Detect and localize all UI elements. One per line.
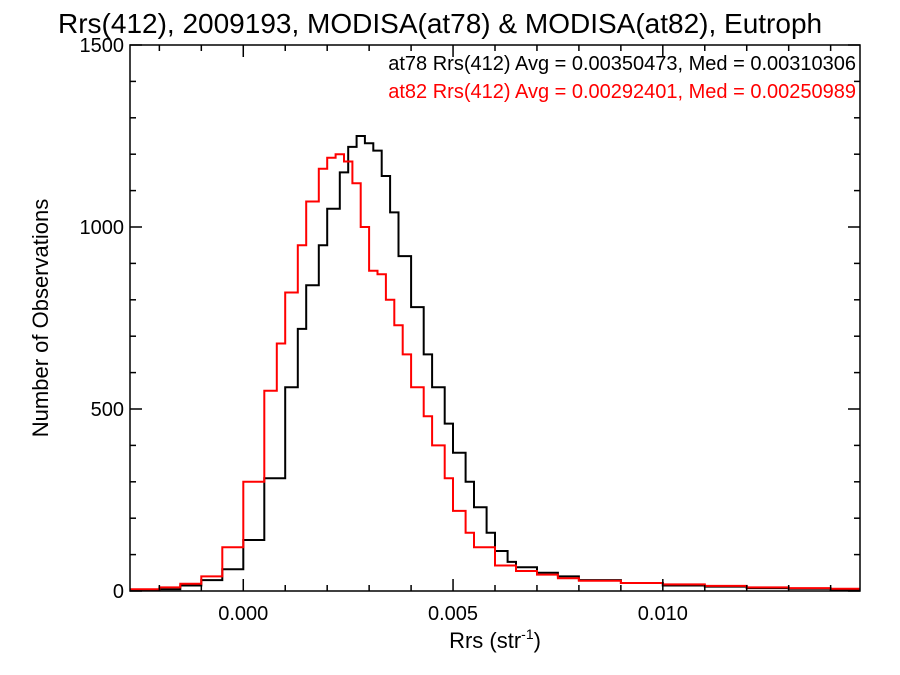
series-at78-line: [130, 135, 860, 591]
legend-entry-at82: at82 Rrs(412) Avg = 0.00292401, Med = 0.…: [388, 81, 856, 103]
plot-frame: [129, 44, 861, 592]
y-tick-label: 500: [91, 399, 124, 421]
legend-entry-at78: at78 Rrs(412) Avg = 0.00350473, Med = 0.…: [388, 53, 856, 75]
x-tick-label: 0.010: [638, 603, 688, 625]
y-tick-label: 1500: [80, 35, 125, 57]
y-tick-label: 0: [113, 581, 124, 603]
series-at82-line: [130, 153, 860, 591]
chart-title: Rrs(412), 2009193, MODISA(at78) & MODISA…: [58, 8, 822, 39]
x-tick-label: 0.000: [218, 603, 268, 625]
y-axis-label: Number of Observations: [28, 199, 53, 437]
x-axis-label: Rrs (str-1): [449, 626, 541, 653]
y-tick-label: 1000: [80, 217, 125, 239]
x-tick-label: 0.005: [428, 603, 478, 625]
